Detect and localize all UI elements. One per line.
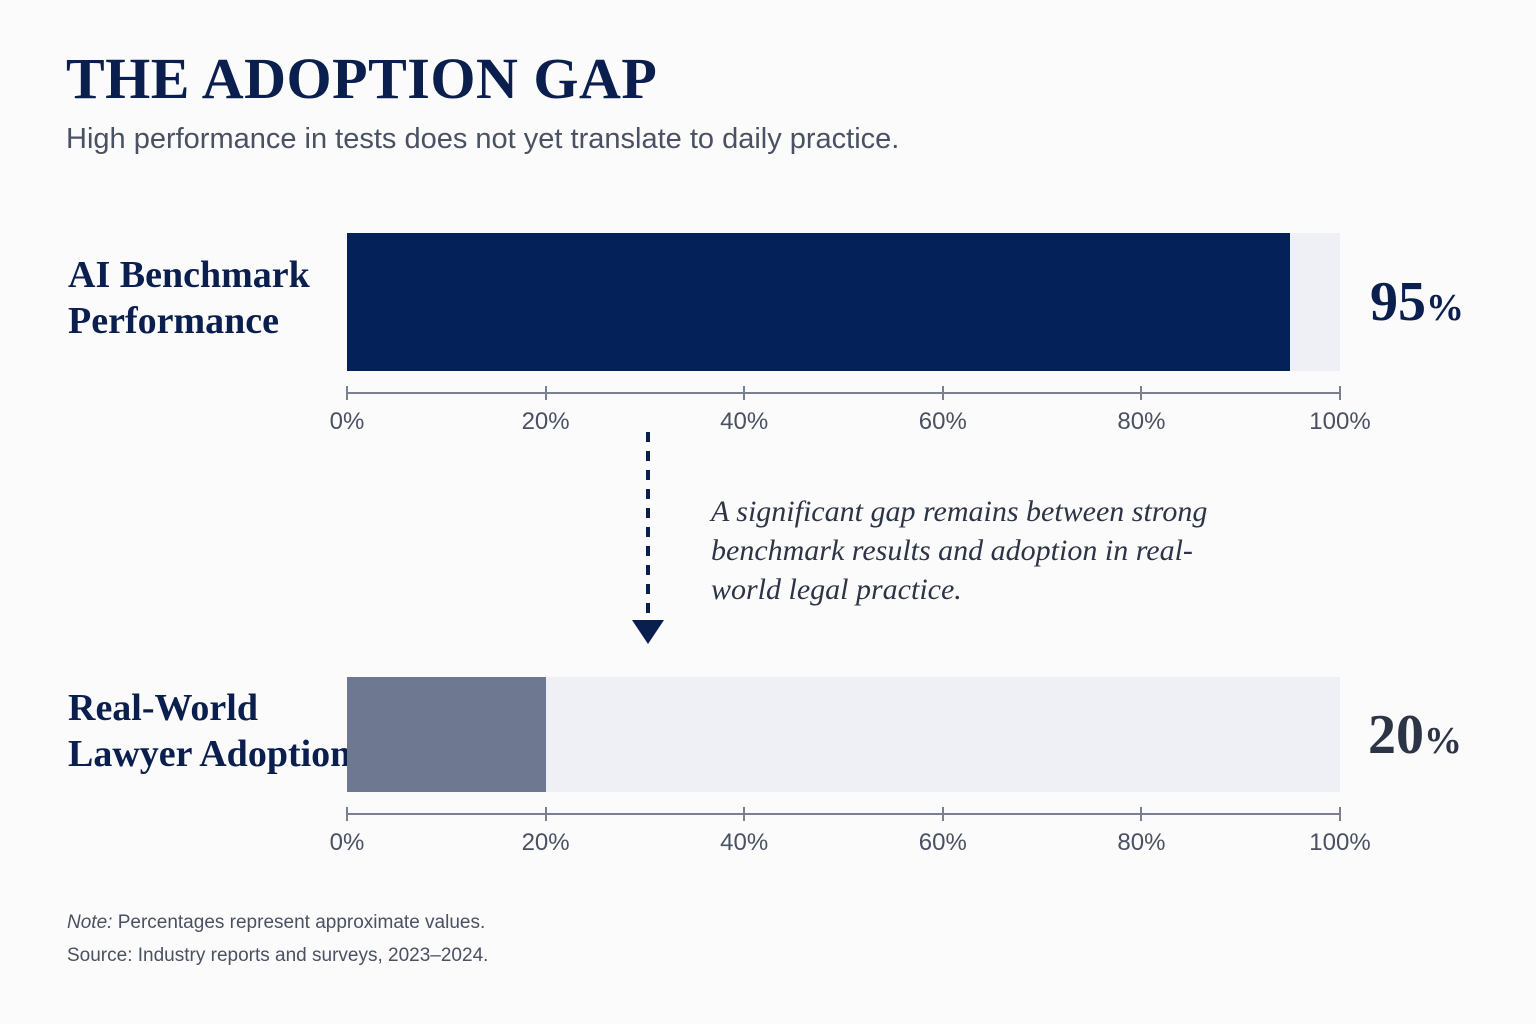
tick-label: 20%: [521, 408, 570, 435]
bar-track-adoption: [347, 677, 1340, 792]
tick-label: 100%: [1309, 408, 1371, 435]
source-citation: Source: Industry reports and surveys, 20…: [67, 945, 489, 966]
dashed-connector-line: [646, 432, 650, 617]
value-label-benchmark: 95%: [1370, 271, 1464, 333]
axis-tick: [1140, 386, 1143, 400]
axis-tick: [346, 807, 348, 821]
tick-label: 100%: [1309, 829, 1371, 856]
value-label-adoption: 20%: [1368, 704, 1462, 766]
axis-tick: [544, 386, 547, 400]
bar-benchmark-performance: [347, 233, 1291, 371]
axis-line: [347, 392, 1340, 394]
axis-tick: [743, 807, 746, 821]
tick-label: 20%: [521, 829, 570, 856]
bar-track-benchmark: [347, 233, 1340, 371]
tick-label: 60%: [918, 408, 967, 435]
axis-tick: [1339, 386, 1341, 400]
category-label-adoption: Real-World Lawyer Adoption: [68, 687, 352, 775]
axis-tick: [941, 386, 944, 400]
category-label-benchmark: AI Benchmark Performance: [68, 254, 310, 342]
axis-tick: [1339, 807, 1341, 821]
axis-tick: [1140, 807, 1143, 821]
tick-label: 0%: [329, 408, 365, 435]
axis-tick: [346, 386, 348, 400]
tick-label: 40%: [720, 408, 769, 435]
bar-lawyer-adoption: [347, 677, 546, 792]
tick-label: 80%: [1117, 408, 1166, 435]
x-axis-benchmark: 0% 20% 40% 60% 80% 100%: [330, 386, 1371, 442]
tick-label: 40%: [720, 829, 769, 856]
tick-label: 60%: [918, 829, 967, 856]
chart-subtitle: High performance in tests does not yet t…: [66, 123, 900, 155]
axis-line: [347, 813, 1340, 815]
chart-title: THE ADOPTION GAP: [66, 46, 658, 111]
axis-tick: [941, 807, 944, 821]
x-axis-adoption: 0% 20% 40% 60% 80% 100%: [330, 807, 1371, 863]
axis-tick: [743, 386, 746, 400]
axis-tick: [544, 807, 547, 821]
tick-label: 80%: [1117, 829, 1166, 856]
arrow-down-icon: [632, 620, 664, 644]
tick-label: 0%: [329, 829, 365, 856]
footnote: Note: Percentages represent approximate …: [67, 912, 486, 933]
gap-annotation: A significant gap remains between strong…: [711, 495, 1208, 606]
